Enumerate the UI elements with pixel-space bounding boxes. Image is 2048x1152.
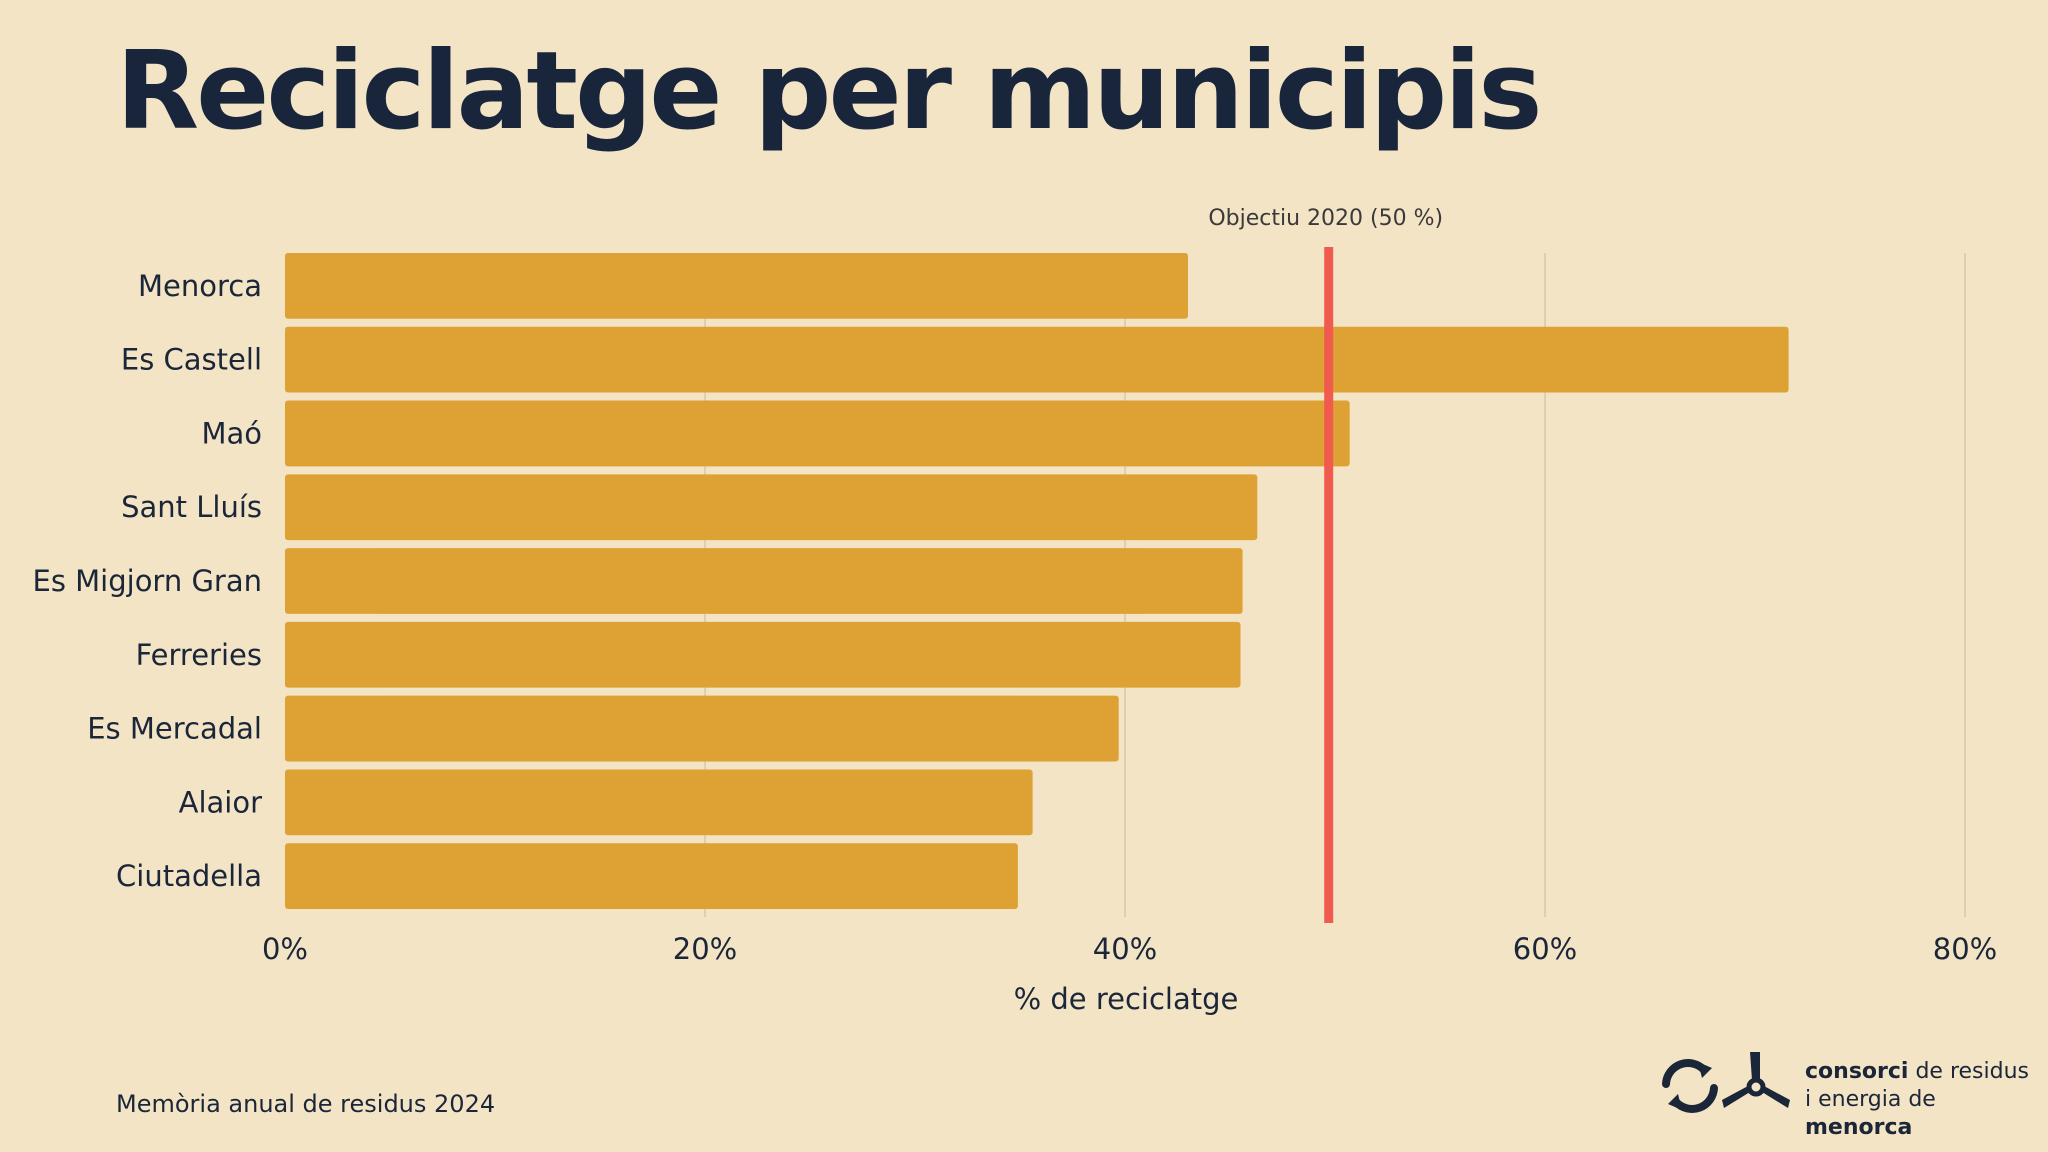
target-line-label: Objectiu 2020 (50 %) — [1208, 206, 1443, 231]
consorci-logo — [1662, 1052, 1790, 1113]
category-label: Ciutadella — [116, 859, 262, 893]
wind-turbine-icon — [1722, 1052, 1790, 1108]
x-tick-label: 80% — [1933, 932, 1997, 966]
logo-line-2: i energia de menorca — [1805, 1087, 1936, 1140]
bar — [285, 621, 1241, 688]
bar — [285, 548, 1243, 614]
category-label: Sant Lluís — [121, 490, 262, 524]
logo-line-1: consorci de residus — [1805, 1059, 2029, 1084]
bar-chart: Objectiu 2020 (50 %) Menorca Es Castell Ma… — [33, 206, 1998, 1016]
category-label: Alaior — [179, 785, 262, 819]
category-label: Menorca — [138, 269, 262, 303]
x-tick-label: 20% — [673, 932, 737, 966]
x-axis-label: % de reciclatge — [1014, 982, 1239, 1016]
bar — [285, 400, 1350, 467]
category-label: Es Migjorn Gran — [33, 564, 263, 598]
bars — [285, 253, 1789, 909]
category-label: Maó — [201, 416, 262, 450]
x-tick-label: 40% — [1093, 932, 1157, 966]
category-label: Es Castell — [121, 343, 262, 377]
category-labels: Menorca Es Castell Maó Sant Lluís Es Migjorn… — [33, 269, 263, 893]
bar — [285, 769, 1033, 836]
x-tick-label: 60% — [1513, 932, 1577, 966]
source-note: Memòria anual de residus 2024 — [116, 1090, 496, 1118]
bar — [285, 843, 1018, 909]
bar — [285, 695, 1119, 762]
bar — [285, 253, 1188, 319]
logo-wordmark: consorci de residus i energia de menorca — [1805, 1058, 2048, 1142]
target-line-group: Objectiu 2020 (50 %) — [1208, 206, 1443, 923]
x-tick-labels: 0% 20% 40% 60% 80% — [262, 932, 1997, 966]
x-tick-label: 0% — [262, 932, 308, 966]
chart-title: Reciclatge per municipis — [116, 29, 1543, 154]
recycle-arrows-icon — [1662, 1059, 1718, 1113]
category-label: Es Mercadal — [87, 712, 262, 746]
bar — [285, 326, 1789, 393]
bar — [285, 474, 1258, 541]
category-label: Ferreries — [136, 638, 262, 672]
